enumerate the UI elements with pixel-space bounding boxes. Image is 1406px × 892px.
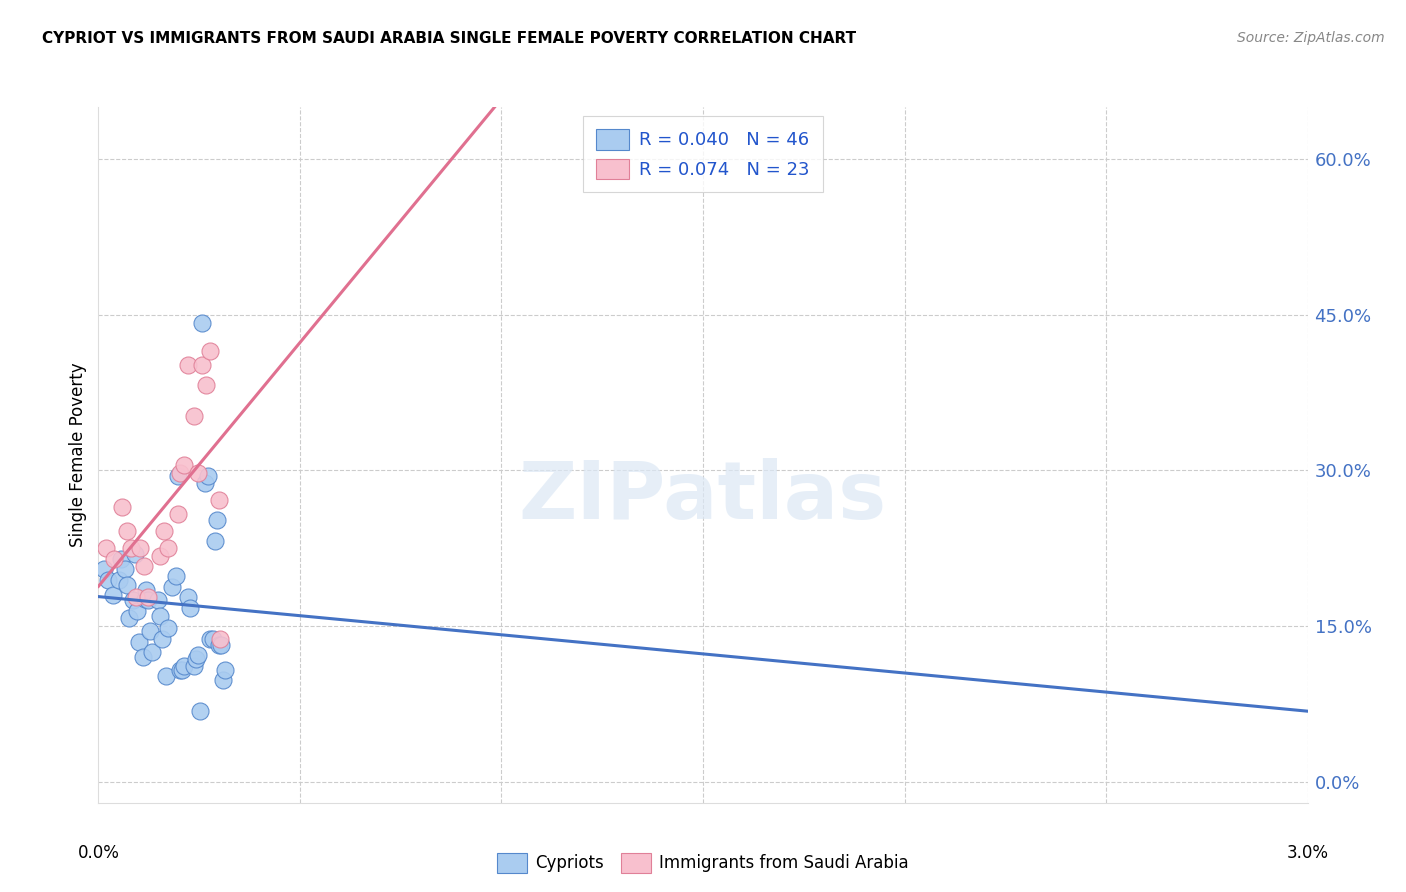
Text: ZIPatlas: ZIPatlas [519, 458, 887, 536]
Point [169, 663, 191, 677]
Point [101, 588, 124, 602]
Point [136, 590, 159, 604]
Text: 0.0%: 0.0% [77, 845, 120, 863]
Text: 3.0%: 3.0% [1286, 845, 1329, 863]
Point [128, 541, 150, 556]
Point [111, 500, 134, 514]
Legend: R = 0.040   N = 46, R = 0.074   N = 23: R = 0.040 N = 46, R = 0.074 N = 23 [583, 116, 823, 192]
Point [187, 466, 209, 480]
Point [191, 316, 214, 330]
Point [197, 468, 219, 483]
Point [121, 541, 143, 556]
Point [209, 632, 232, 646]
Point [183, 409, 205, 424]
Point [117, 524, 139, 538]
Point [110, 551, 132, 566]
Point [177, 590, 200, 604]
Point [167, 507, 190, 521]
Y-axis label: Single Female Poverty: Single Female Poverty [69, 363, 87, 547]
Point [94, 541, 117, 556]
Point [200, 632, 222, 646]
Point [173, 458, 195, 473]
Point [172, 663, 194, 677]
Point [134, 592, 156, 607]
Point [149, 549, 172, 563]
Point [160, 580, 183, 594]
Point [191, 358, 214, 372]
Point [149, 608, 172, 623]
Point [167, 468, 190, 483]
Point [194, 475, 217, 490]
Point [183, 658, 205, 673]
Point [135, 582, 157, 597]
Point [156, 541, 179, 556]
Point [152, 524, 174, 538]
Point [103, 551, 125, 566]
Point [118, 611, 141, 625]
Point [141, 645, 163, 659]
Point [125, 604, 148, 618]
Point [173, 658, 195, 673]
Point [124, 590, 146, 604]
Point [214, 663, 236, 677]
Point [184, 652, 207, 666]
Point [200, 344, 222, 359]
Point [93, 562, 115, 576]
Point [107, 573, 129, 587]
Point [97, 573, 120, 587]
Point [146, 593, 169, 607]
Point [115, 578, 138, 592]
Point [187, 648, 209, 663]
Point [132, 650, 155, 665]
Point [177, 358, 200, 372]
Point [202, 632, 225, 646]
Point [204, 534, 226, 549]
Point [207, 492, 229, 507]
Point [155, 669, 177, 683]
Point [124, 547, 146, 561]
Point [209, 638, 232, 652]
Point [212, 673, 235, 688]
Point [208, 638, 231, 652]
Point [139, 624, 162, 639]
Text: CYPRIOT VS IMMIGRANTS FROM SAUDI ARABIA SINGLE FEMALE POVERTY CORRELATION CHART: CYPRIOT VS IMMIGRANTS FROM SAUDI ARABIA … [42, 31, 856, 46]
Point [136, 593, 159, 607]
Point [156, 621, 179, 635]
Point [188, 705, 211, 719]
Point [207, 513, 229, 527]
Point [150, 632, 173, 646]
Point [195, 378, 218, 392]
Point [179, 600, 201, 615]
Legend: Cypriots, Immigrants from Saudi Arabia: Cypriots, Immigrants from Saudi Arabia [491, 847, 915, 880]
Point [128, 635, 150, 649]
Point [132, 559, 155, 574]
Point [165, 569, 187, 583]
Point [169, 466, 191, 480]
Point [121, 593, 143, 607]
Point [114, 562, 136, 576]
Text: Source: ZipAtlas.com: Source: ZipAtlas.com [1237, 31, 1385, 45]
